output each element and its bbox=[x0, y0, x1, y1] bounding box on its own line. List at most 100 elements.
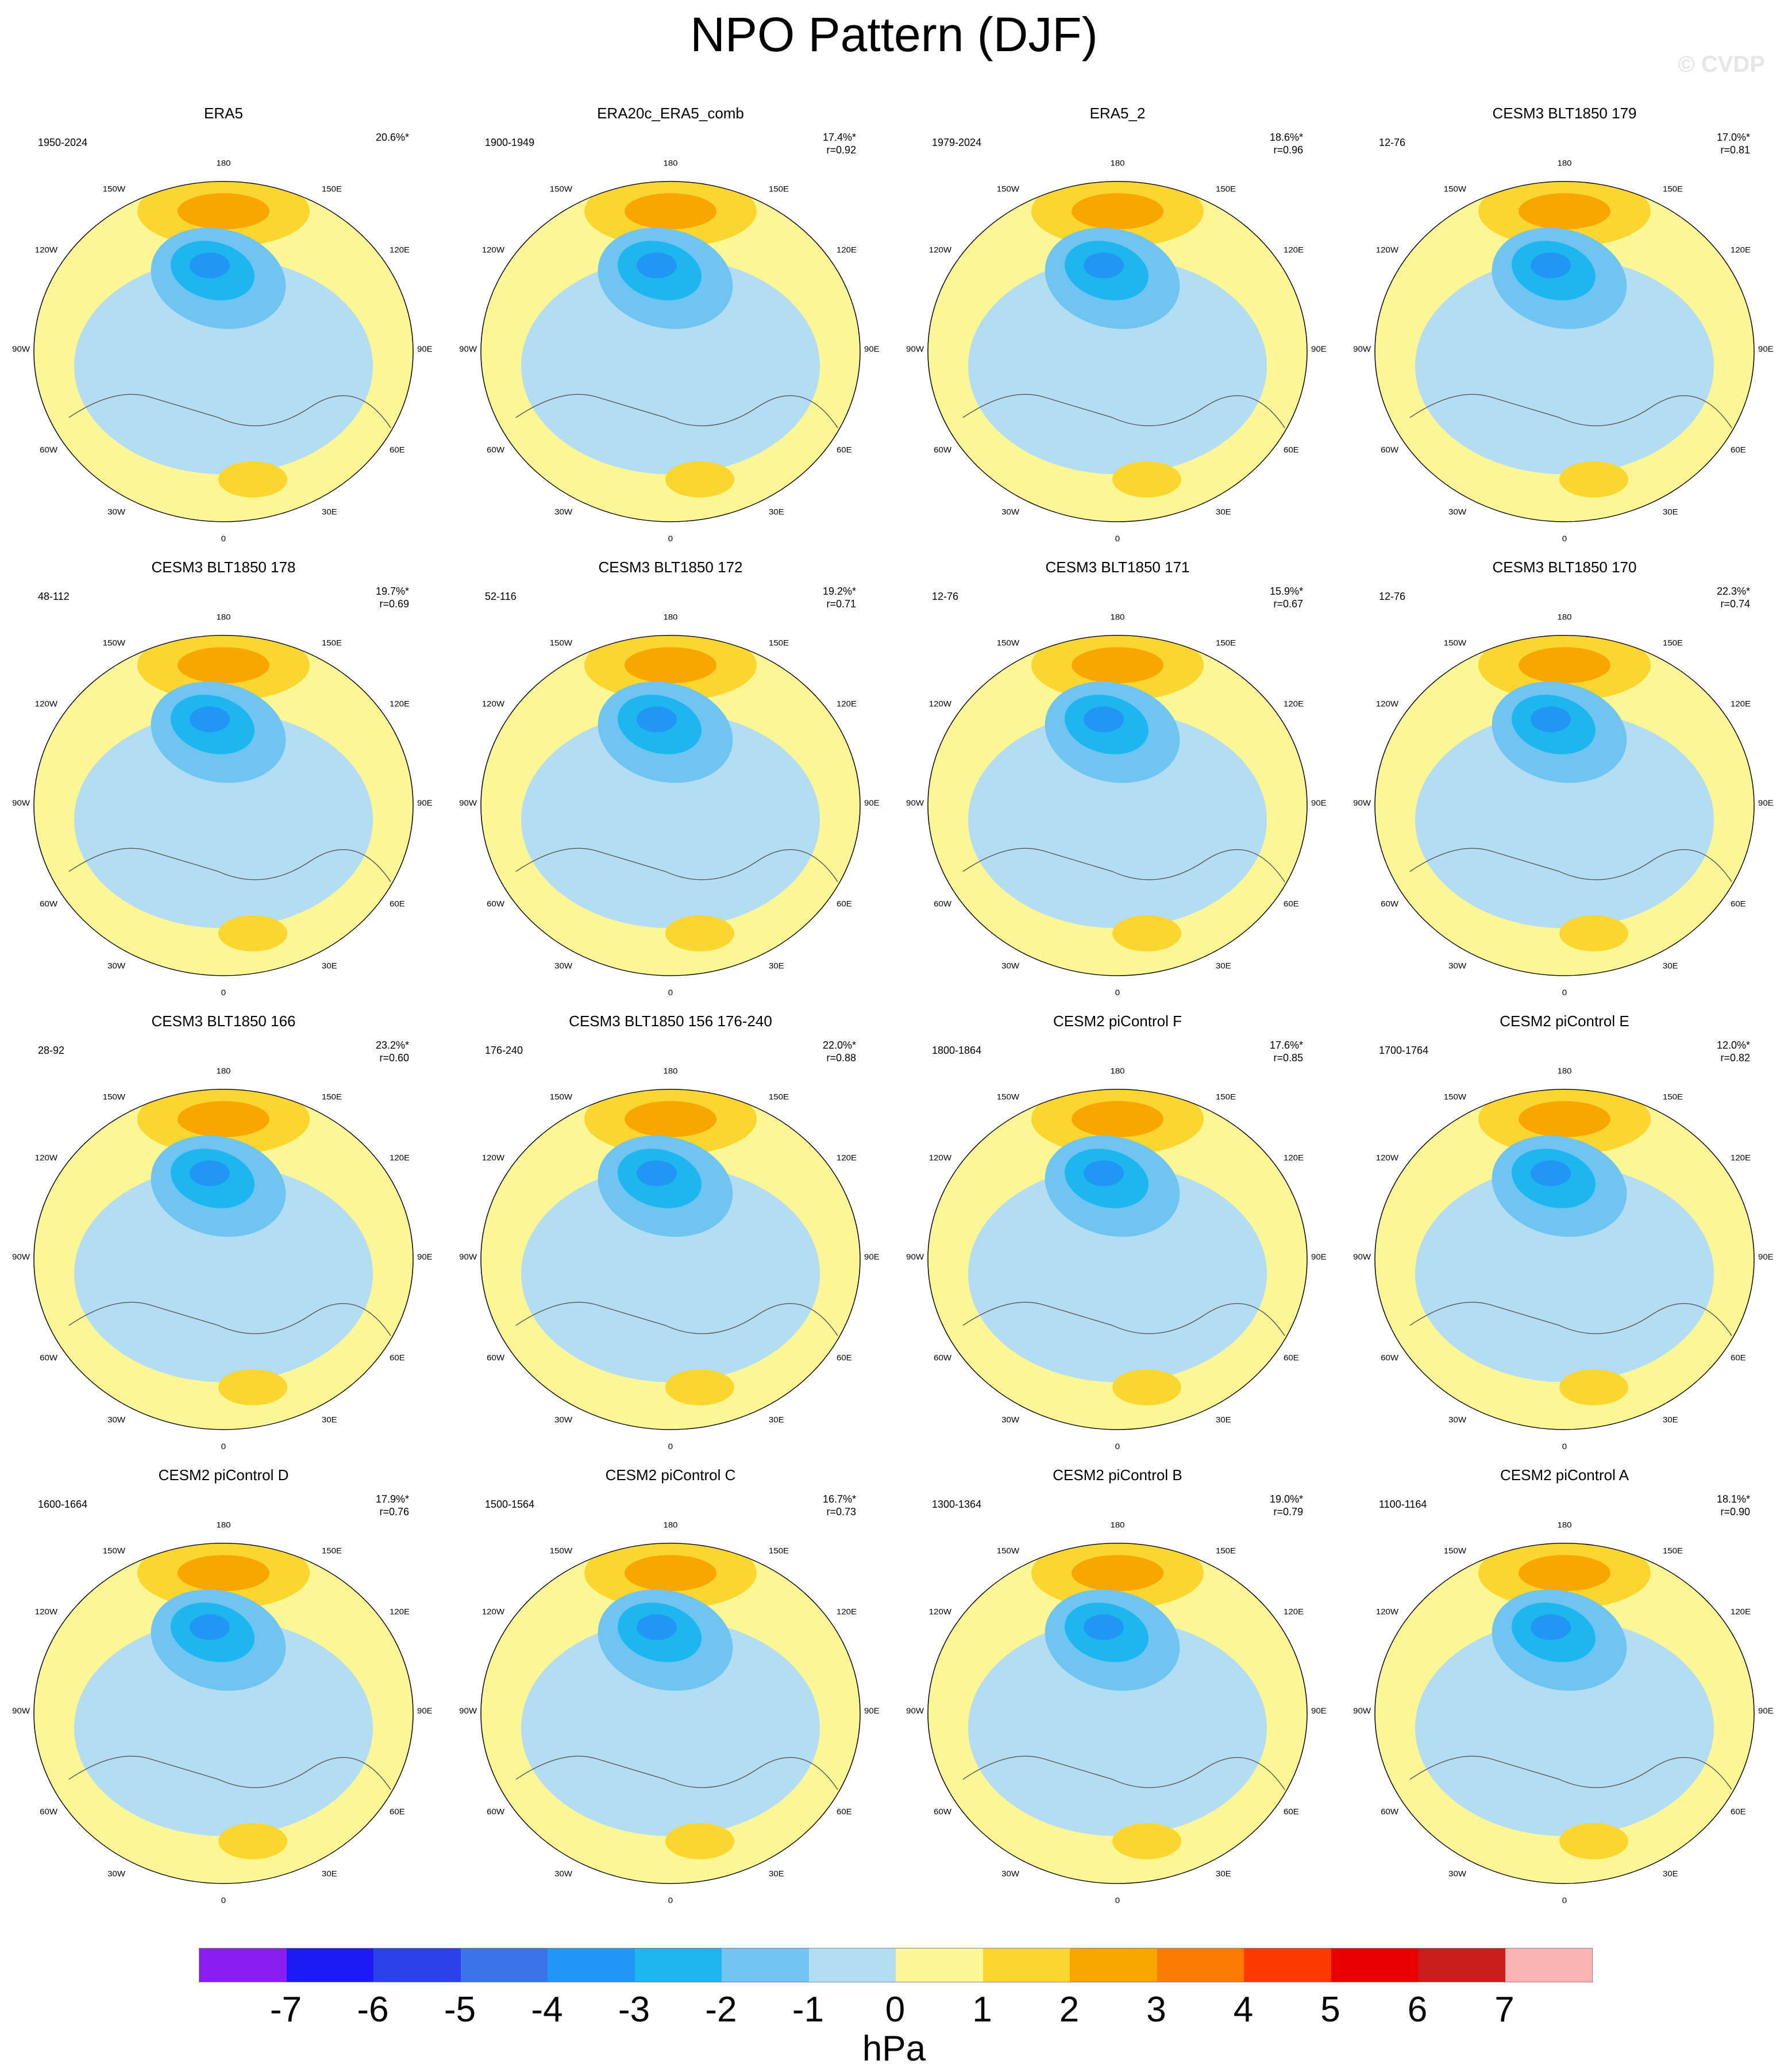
coastline bbox=[68, 1301, 391, 1336]
coordinate-label: 60W bbox=[1381, 446, 1398, 455]
coordinate-label: 30E bbox=[1216, 1416, 1231, 1424]
coordinate-label: 0 bbox=[1562, 1897, 1567, 1905]
coordinate-label: 120W bbox=[35, 1154, 58, 1162]
coastline bbox=[515, 1755, 838, 1790]
contour-blob bbox=[625, 647, 716, 684]
contour-blob bbox=[968, 257, 1267, 475]
coordinate-label: 150E bbox=[1663, 1093, 1683, 1102]
coordinate-label: 60E bbox=[390, 900, 405, 908]
coordinate-label: 60E bbox=[837, 1808, 852, 1816]
explained-variance: 17.0%* bbox=[1716, 132, 1750, 143]
polar-map: 180 0 90W 90E 150W 120W 60W 30W 150E 120E 60E 30E bbox=[1353, 159, 1774, 543]
explained-variance: 20.6%* bbox=[375, 132, 409, 143]
panel-title: ERA5 bbox=[204, 105, 243, 122]
coastline bbox=[962, 848, 1285, 882]
pattern-correlation: r=0.85 bbox=[1273, 1052, 1303, 1064]
panel-period: 12-76 bbox=[1379, 591, 1406, 602]
panel-stats: 19.2%* r=0.71 bbox=[823, 585, 856, 610]
coordinate-label: 90E bbox=[1758, 799, 1774, 807]
coordinate-label: 150W bbox=[103, 185, 126, 194]
explained-variance: 17.6%* bbox=[1269, 1039, 1303, 1051]
pattern-correlation: r=0.82 bbox=[1720, 1052, 1750, 1064]
coastline bbox=[515, 394, 838, 428]
panel-title: CESM3 BLT1850 179 bbox=[1492, 105, 1637, 122]
map-panel: CESM2 piControl B 1300-1364 19.0%* r=0.79 18… bbox=[894, 1459, 1341, 1913]
coordinate-label: 60E bbox=[1731, 1808, 1746, 1816]
panel-title: CESM2 piControl B bbox=[1053, 1466, 1182, 1484]
coordinate-label: 90W bbox=[1353, 1253, 1371, 1261]
pattern-correlation: r=0.90 bbox=[1720, 1506, 1750, 1518]
coordinate-label: 90E bbox=[417, 1253, 433, 1261]
panel-stats: 12.0%* r=0.82 bbox=[1717, 1039, 1750, 1064]
coordinate-label: 150E bbox=[322, 639, 342, 648]
explained-variance: 19.0%* bbox=[1269, 1493, 1303, 1505]
map-border bbox=[480, 180, 861, 522]
map-border bbox=[927, 634, 1308, 976]
panel-period: 28-92 bbox=[38, 1045, 65, 1056]
coordinate-label: 90W bbox=[12, 799, 30, 807]
coordinate-label: 90E bbox=[1758, 1707, 1774, 1715]
coastline bbox=[515, 848, 838, 882]
panel-title: CESM3 BLT1850 178 bbox=[151, 559, 296, 576]
coordinate-label: 120E bbox=[1284, 1154, 1304, 1162]
pattern-correlation: r=0.79 bbox=[1273, 1506, 1303, 1518]
panel-stats: 19.0%* r=0.79 bbox=[1270, 1493, 1303, 1518]
coordinate-label: 180 bbox=[1557, 1521, 1571, 1530]
panel-stats: 17.4%* r=0.92 bbox=[823, 131, 856, 156]
panel-stats: 17.9%* r=0.76 bbox=[376, 1493, 409, 1518]
coordinate-label: 0 bbox=[668, 989, 673, 998]
coordinate-label: 30W bbox=[107, 1870, 125, 1878]
coordinate-label: 30W bbox=[1001, 962, 1019, 970]
coordinate-label: 90W bbox=[906, 345, 924, 353]
contour-blob bbox=[637, 1160, 677, 1187]
colorbar-tick-label: 1 bbox=[972, 1990, 992, 2029]
polar-map: 180 0 90W 90E 150W 120W 60W 30W 150E 120E 60E 30E bbox=[906, 1067, 1327, 1451]
coordinate-label: 60E bbox=[837, 1354, 852, 1362]
panel-stats: 16.7%* r=0.73 bbox=[823, 1493, 856, 1518]
coordinate-label: 150E bbox=[1216, 1093, 1236, 1102]
contour-blob bbox=[218, 1369, 287, 1405]
coordinate-label: 60W bbox=[1381, 900, 1398, 908]
colorbar bbox=[199, 1948, 1593, 1982]
map-panel: ERA5 1950-2024 20.6%* 180 0 90W 90E 150W 120W 60W… bbox=[0, 98, 447, 552]
coordinate-label: 0 bbox=[1562, 1443, 1567, 1451]
pattern-correlation: r=0.76 bbox=[379, 1506, 409, 1518]
pattern-correlation: r=0.74 bbox=[1720, 598, 1750, 610]
coordinate-label: 60E bbox=[1731, 900, 1746, 908]
coordinate-label: 120E bbox=[837, 1608, 857, 1616]
contour-blob bbox=[74, 257, 373, 475]
pattern-correlation: r=0.67 bbox=[1273, 598, 1303, 610]
panel-period: 1100-1164 bbox=[1379, 1499, 1427, 1510]
coordinate-label: 120W bbox=[482, 1608, 505, 1616]
map-border bbox=[480, 1542, 861, 1884]
contour-blob bbox=[1519, 1101, 1610, 1138]
coordinate-label: 180 bbox=[663, 613, 677, 622]
coordinate-label: 60E bbox=[390, 1354, 405, 1362]
coordinate-label: 180 bbox=[216, 1067, 230, 1076]
colorbar-tick-label: 7 bbox=[1494, 1990, 1515, 2029]
map-panel: CESM2 piControl D 1600-1664 17.9%* r=0.76 18… bbox=[0, 1459, 447, 1913]
colorbar-swatch bbox=[1418, 1948, 1505, 1982]
coordinate-label: 90W bbox=[459, 345, 477, 353]
coordinate-label: 0 bbox=[668, 535, 673, 544]
panel-stats: 17.0%* r=0.81 bbox=[1717, 131, 1750, 156]
coordinate-label: 150W bbox=[997, 1093, 1020, 1102]
coordinate-label: 180 bbox=[1557, 159, 1571, 168]
coordinate-label: 120E bbox=[1731, 1154, 1751, 1162]
coordinate-label: 60E bbox=[1284, 446, 1299, 455]
map-border bbox=[33, 1542, 414, 1884]
map-panel: CESM3 BLT1850 166 28-92 23.2%* r=0.60 180 0 90… bbox=[0, 1006, 447, 1459]
coordinate-label: 90E bbox=[1311, 345, 1327, 353]
coordinate-label: 120W bbox=[929, 1154, 952, 1162]
coordinate-label: 120W bbox=[1376, 1154, 1399, 1162]
colorbar-swatch bbox=[373, 1948, 461, 1982]
coordinate-label: 180 bbox=[216, 159, 230, 168]
polar-map: 180 0 90W 90E 150W 120W 60W 30W 150E 120E 60E 30E bbox=[906, 1521, 1327, 1905]
coastline bbox=[515, 1301, 838, 1336]
contour-blob bbox=[178, 193, 269, 230]
coordinate-label: 150W bbox=[1444, 185, 1467, 194]
colorbar-swatch bbox=[1505, 1948, 1592, 1982]
colorbar-swatch bbox=[896, 1948, 983, 1982]
map-border bbox=[1374, 180, 1755, 522]
coordinate-label: 30W bbox=[1001, 508, 1019, 517]
